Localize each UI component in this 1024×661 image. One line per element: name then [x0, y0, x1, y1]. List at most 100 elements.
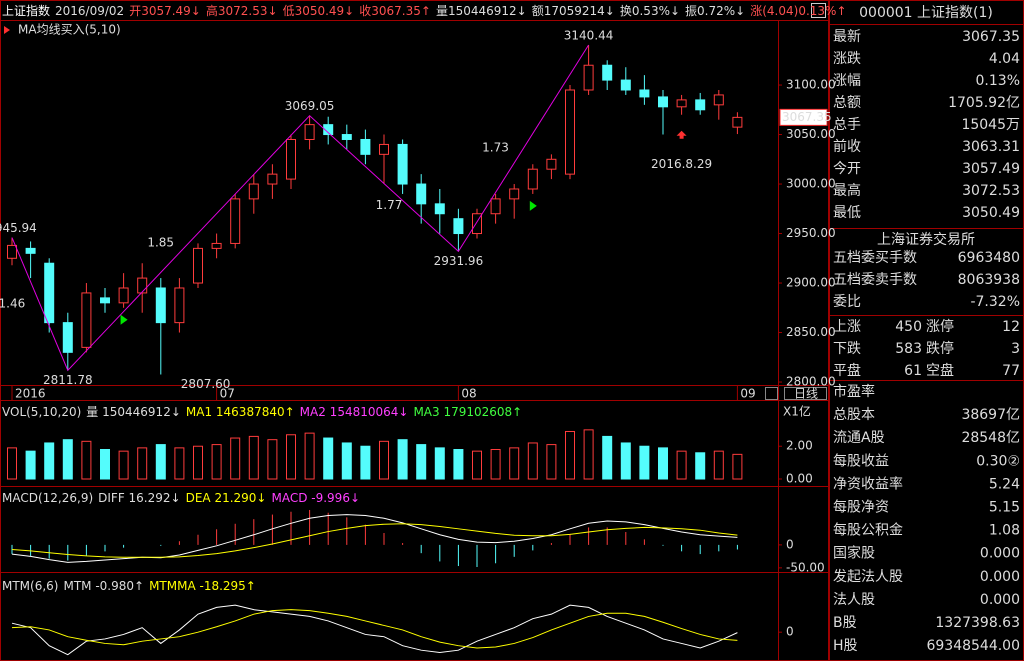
- current-price: 3067.35: [782, 110, 832, 124]
- candle-body: [81, 292, 92, 348]
- candle-body: [434, 203, 445, 215]
- quote-value: 15045万: [961, 117, 1020, 133]
- date-label: 09: [740, 387, 755, 401]
- volume-bar: [62, 439, 73, 480]
- quote-title: 000001 上证指数(1): [859, 5, 993, 21]
- quote-label: 最高: [833, 182, 861, 199]
- volume-bar: [267, 439, 278, 480]
- header-item: 涨(4.04)0.13%↑: [750, 3, 846, 18]
- quote-label: 委比: [833, 294, 861, 310]
- candle-body: [323, 124, 334, 136]
- unit-label: X1亿: [783, 404, 811, 419]
- quote-value: 1705.92亿: [948, 95, 1020, 111]
- quote-value: 1.08: [989, 523, 1020, 539]
- market-value: 77: [1002, 363, 1020, 379]
- quote-value: 3067.35: [962, 29, 1020, 45]
- quote-value: 5.24: [989, 476, 1020, 492]
- date-label: 2016: [15, 387, 46, 401]
- market-label: 空盘: [926, 362, 954, 379]
- quote-value: 3072.53: [962, 183, 1020, 199]
- candle-body: [583, 64, 594, 91]
- quote-label: 五档委卖手数: [833, 272, 917, 288]
- volume-bar: [341, 442, 352, 480]
- quote-value: -7.32%: [970, 294, 1020, 310]
- market-label: 涨停: [926, 318, 954, 335]
- current-price-box: [779, 108, 828, 126]
- candle-body: [565, 89, 575, 175]
- quote-value: 8063938: [958, 272, 1020, 288]
- volume-bar: [211, 444, 222, 480]
- candle-body: [602, 64, 613, 81]
- candle-body: [416, 183, 427, 205]
- market-label: 跌停: [926, 340, 954, 357]
- y-tick-label: -50.00: [786, 560, 825, 574]
- candle-body: [658, 96, 668, 108]
- header-item: MTM(6,6): [2, 579, 58, 593]
- volume-bar: [602, 435, 613, 480]
- y-tick-label: 0: [786, 625, 794, 639]
- volume-bar: [137, 447, 148, 480]
- market-label: 下跌: [833, 341, 861, 357]
- candle-body: [527, 168, 538, 190]
- quote-label: 今开: [833, 161, 861, 177]
- volume-bar: [155, 444, 166, 480]
- quote-label: 最低: [833, 205, 861, 221]
- header-item: MACD(12,26,9): [2, 491, 93, 505]
- market-value: 3: [1011, 341, 1020, 357]
- quote-label: 五档委买手数: [833, 250, 917, 266]
- volume-bar: [565, 430, 575, 480]
- y-tick-label: 3100.00: [786, 78, 836, 92]
- volume-bar: [230, 437, 241, 480]
- volume-bar: [7, 447, 17, 480]
- volume-bar: [639, 445, 650, 480]
- y-tick-label: 3050.00: [786, 127, 836, 141]
- quote-value: 5.15: [989, 500, 1020, 516]
- volume-bar: [360, 445, 371, 480]
- header-item: DEA 21.290↓: [186, 491, 267, 505]
- candle-body: [100, 297, 110, 304]
- volume-bar: [81, 440, 92, 480]
- y-tick-label: 0: [786, 537, 794, 551]
- candle-body: [44, 262, 55, 324]
- quote-value: 3057.49: [962, 161, 1020, 177]
- buy-signal: [120, 314, 128, 325]
- y-tick-label: 2950.00: [786, 226, 836, 240]
- mtmma-line: [11, 609, 738, 649]
- quote-label: 每股收益: [833, 453, 889, 469]
- zigzag-label: 1.85: [147, 236, 174, 250]
- candle-body: [379, 143, 389, 155]
- candle-body: [230, 198, 241, 244]
- market-value: 450: [895, 319, 922, 335]
- volume-bar: [304, 432, 315, 480]
- price-annotation: 2811.78: [43, 373, 93, 387]
- volume-bar: [193, 445, 203, 480]
- header-item: 低3050.49↓: [283, 4, 355, 18]
- volume-bar: [323, 437, 334, 480]
- volume-bar: [100, 449, 110, 480]
- header-item: MTM -0.980↑: [63, 579, 144, 593]
- header-item: MTMMA -18.295↑: [149, 579, 256, 593]
- volume-bar: [695, 452, 706, 480]
- zigzag-line: [11, 44, 590, 372]
- volume-bar: [118, 450, 129, 480]
- volume-bar: [416, 444, 427, 480]
- candle-body: [304, 124, 315, 140]
- header-line: MACD(12,26,9) DIFF 16.292↓ DEA 21.290↓ MACD…: [2, 491, 360, 505]
- header-item: MA2 154810064↓: [300, 405, 409, 419]
- volume-bar: [379, 440, 389, 480]
- header-item: 上证指数: [2, 3, 50, 18]
- candle-body: [7, 244, 17, 259]
- volume-bar: [25, 450, 36, 480]
- volume-bar: [509, 447, 520, 480]
- volume-bar: [527, 442, 538, 480]
- header-item: 振0.72%↓: [685, 4, 745, 18]
- volume-bar: [546, 444, 557, 480]
- header-item: 高3072.53↓: [206, 3, 278, 18]
- candle-body: [509, 188, 520, 200]
- y-tick-label: 3000.00: [786, 177, 836, 191]
- volume-bar: [44, 442, 55, 480]
- y-tick-label: 2900.00: [786, 276, 836, 290]
- period[interactable]: 日线: [794, 387, 818, 401]
- candle-body: [397, 143, 408, 185]
